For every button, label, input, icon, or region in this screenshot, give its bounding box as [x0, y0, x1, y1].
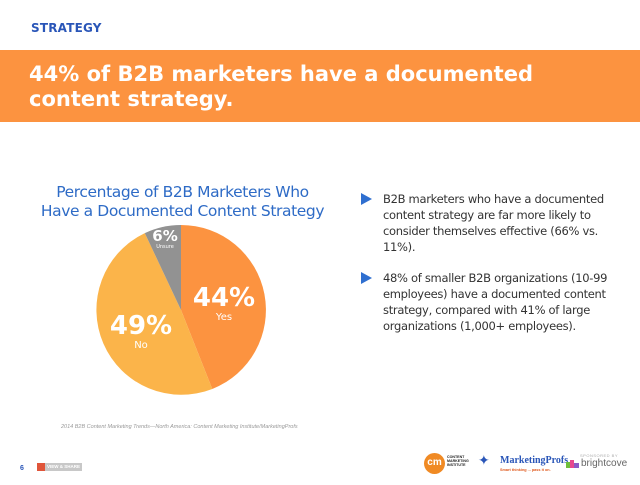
marketingprofs-logo: MarketingProfs — [500, 455, 569, 466]
cmi-logo-words: CONTENT MARKETING INSTITUTE — [447, 455, 469, 468]
bullet-item: B2B marketers who have a documented cont… — [361, 191, 631, 255]
bullet-text: 48% of smaller B2B organizations (10-99 … — [383, 271, 608, 333]
bullet-list: B2B marketers who have a documented cont… — [361, 191, 631, 349]
page-number: 6 — [20, 465, 24, 472]
yes-text: Yes — [215, 312, 233, 323]
title-banner: 44% of B2B marketers have a documented c… — [0, 50, 640, 122]
marketingprofs-bird-icon: ✦ — [478, 452, 490, 468]
yes-pct: 44% — [192, 283, 256, 313]
brightcove-icon — [566, 460, 579, 468]
view-share-label: VIEW & SHARE — [47, 464, 81, 469]
pie-slice-unsure — [144, 225, 181, 310]
chart-title-line1: Percentage of B2B Marketers Who — [56, 183, 309, 201]
cmi-logo: cm — [424, 453, 445, 474]
no-text: No — [134, 340, 148, 351]
no-label: 49% No — [106, 312, 176, 351]
chart-title-line2: Have a Documented Content Strategy — [40, 202, 325, 220]
pie-slice-no — [96, 233, 213, 395]
triangle-bullet-icon — [361, 272, 372, 284]
pie-chart — [96, 225, 266, 395]
cmi-logo-text: cm — [427, 457, 442, 468]
yes-label: 44% Yes — [190, 284, 258, 323]
no-pct: 49% — [109, 311, 173, 341]
sponsored-by-label: SPONSORED BY — [580, 453, 619, 458]
page-title: 44% of B2B marketers have a documented c… — [29, 62, 533, 111]
marketingprofs-tagline: Smart thinking ... pass it on. — [500, 468, 551, 472]
unsure-label: 6% Unsure — [150, 228, 180, 250]
view-share-button[interactable]: VIEW & SHARE — [37, 463, 82, 471]
chart-title: Percentage of B2B Marketers Who Have a D… — [40, 183, 325, 221]
bullet-text: B2B marketers who have a documented cont… — [383, 192, 604, 254]
bullet-item: 48% of smaller B2B organizations (10-99 … — [361, 270, 631, 334]
pie-slice-yes — [181, 225, 266, 389]
unsure-pct: 6% — [152, 227, 178, 245]
triangle-bullet-icon — [361, 193, 372, 205]
section-label: STRATEGY — [31, 21, 102, 35]
chart-source: 2014 B2B Content Marketing Trends—North … — [61, 424, 298, 430]
share-icon — [37, 463, 45, 471]
brightcove-logo: brightcove — [581, 458, 628, 469]
unsure-text: Unsure — [156, 244, 174, 250]
